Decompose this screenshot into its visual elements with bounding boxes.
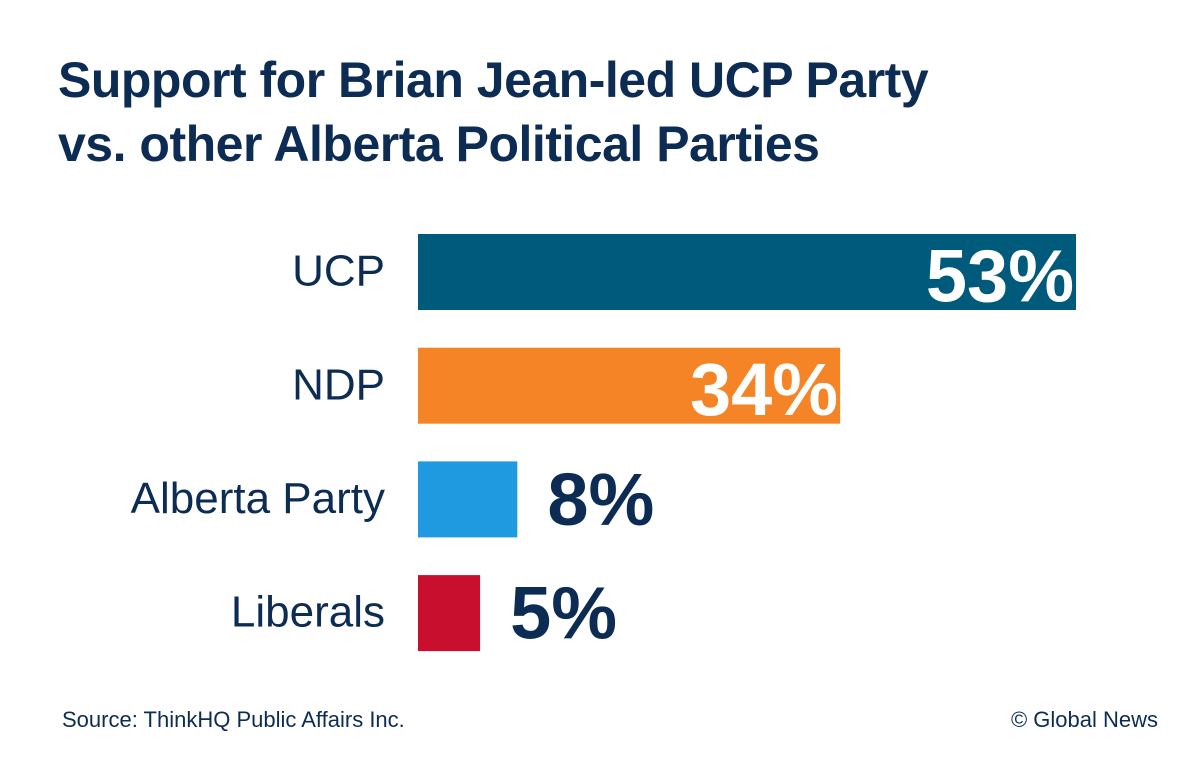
value-label: 53% [926, 235, 1074, 318]
category-label: Alberta Party [131, 474, 385, 523]
source-note: Source: ThinkHQ Public Affairs Inc. [62, 707, 405, 732]
bar [418, 234, 1076, 310]
credit: © Global News [1011, 707, 1158, 732]
category-label: UCP [292, 247, 385, 296]
category-label: Liberals [231, 588, 385, 637]
value-label: 8% [547, 458, 654, 541]
bar [418, 347, 841, 424]
value-label: 5% [510, 572, 617, 655]
chart-title: Support for Brian Jean-led UCP Party vs.… [58, 52, 929, 172]
bar [418, 575, 481, 652]
bar [418, 461, 518, 538]
category-label: NDP [292, 360, 385, 409]
value-label: 34% [690, 348, 838, 431]
